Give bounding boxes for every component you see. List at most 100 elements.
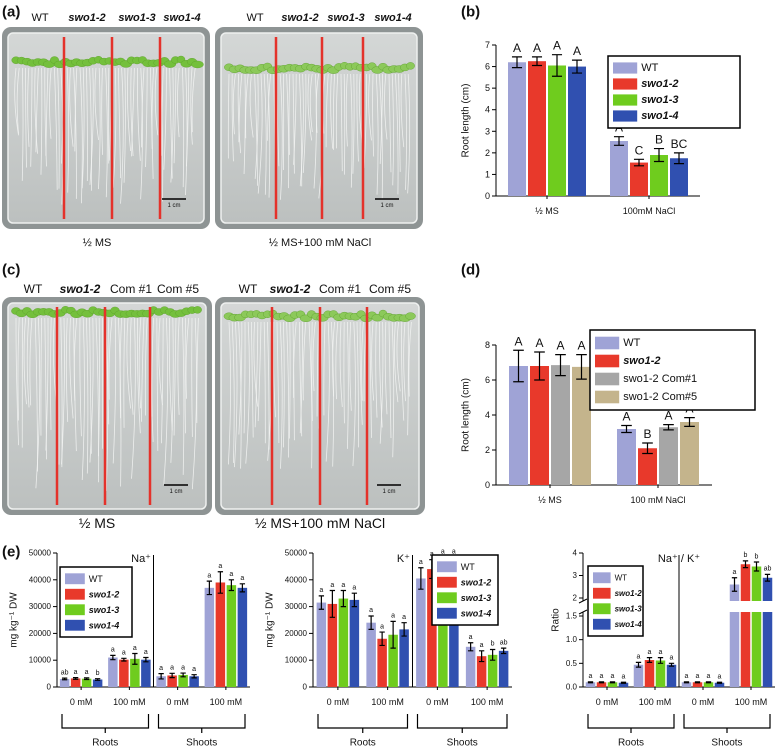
group-label: Shoots [447,738,478,749]
y-tick-label: 50000 [29,549,52,558]
y-tick-label: 5 [485,83,490,93]
root [69,317,74,419]
root [16,67,20,134]
y-tick-label: 0 [485,480,490,490]
y-axis-label: Root length (cm) [461,378,472,452]
significance-letter: a [229,571,233,578]
legend-swatch [593,587,611,599]
root [81,67,85,189]
legend-swatch [613,94,638,106]
significance-letter: a [600,673,604,680]
root [101,67,103,155]
root [369,321,372,438]
root [245,321,250,464]
root [312,321,316,392]
error-bar [742,560,749,569]
genotype-label: swo1-2 [60,282,101,296]
y-axis-label: Ratio [551,608,562,632]
root [184,317,186,434]
error-bar [351,592,358,608]
root [407,321,409,436]
x-tick-label: 0 mM [426,697,449,707]
bar [438,567,448,687]
group-bracket [416,714,508,733]
root [123,67,126,183]
legend-swatch [437,607,457,619]
bar [237,587,248,687]
error-bar [390,620,396,649]
root [379,73,383,164]
legend-label: WT [623,337,640,349]
root [302,321,307,401]
bar [366,622,376,687]
root [231,321,235,463]
error-bar [511,56,523,69]
group-label: Roots [350,738,376,749]
significance-letter: a [111,647,115,654]
root [120,67,124,204]
legend-label: swo1-2 [461,577,492,587]
bar [130,658,140,687]
genotype-label: swo1-3 [118,12,155,24]
root [86,317,89,474]
error-bar [663,424,674,431]
root [118,317,122,487]
legend-swatch [613,78,638,90]
legend-swatch [437,561,457,573]
bar [762,577,773,687]
significance-letter: a [469,634,473,641]
bar [388,634,398,687]
significance-letter: b [755,553,759,560]
root [309,73,313,133]
y-tick-label: 1.5 [566,612,578,621]
bar [670,158,688,196]
error-bar [571,59,583,74]
legend-swatch [437,576,457,588]
scale-bar-label: 1 cm [380,203,393,209]
root [307,73,313,141]
root [335,321,339,400]
y-tick-label: 2 [485,445,490,455]
significance-letter: a [369,607,373,614]
significance-letter: a [419,559,423,566]
legend-swatch [65,588,85,600]
root [293,73,297,165]
root [145,67,148,167]
y-tick-label: 8 [485,340,490,350]
root [140,67,143,200]
root [299,73,303,187]
y-tick-label: 2 [485,148,490,158]
error-bar [731,577,738,592]
y-axis-label: Root length (cm) [461,84,472,158]
root [74,67,78,152]
root [404,73,407,190]
significance-letter: a [144,649,148,656]
significance-letter: a [181,664,185,671]
genotype-label: swo1-2 [68,12,105,24]
x-tick-label: ½ MS [535,206,559,216]
error-bar [478,650,485,663]
error-bar [217,571,224,594]
root [170,317,174,463]
root [168,317,173,431]
legend-swatch [613,62,638,74]
error-bar [657,657,664,664]
root [185,317,190,399]
group-bracket [683,714,771,733]
significance-letter: a [452,548,456,555]
root [163,67,167,170]
y-axis-label: mg kg⁻¹ DW [9,592,20,648]
x-tick-label: 0 mM [70,697,93,707]
root [54,67,58,190]
root [227,73,230,159]
significance-letter: A [664,409,672,423]
bar [703,682,714,687]
error-bar [158,673,164,680]
chart-title: K⁺ [397,553,410,565]
group-bracket [157,714,246,733]
bar [399,629,409,687]
significance-letter: a [122,650,126,657]
root [313,73,317,189]
root [182,317,185,475]
bar [655,660,666,687]
